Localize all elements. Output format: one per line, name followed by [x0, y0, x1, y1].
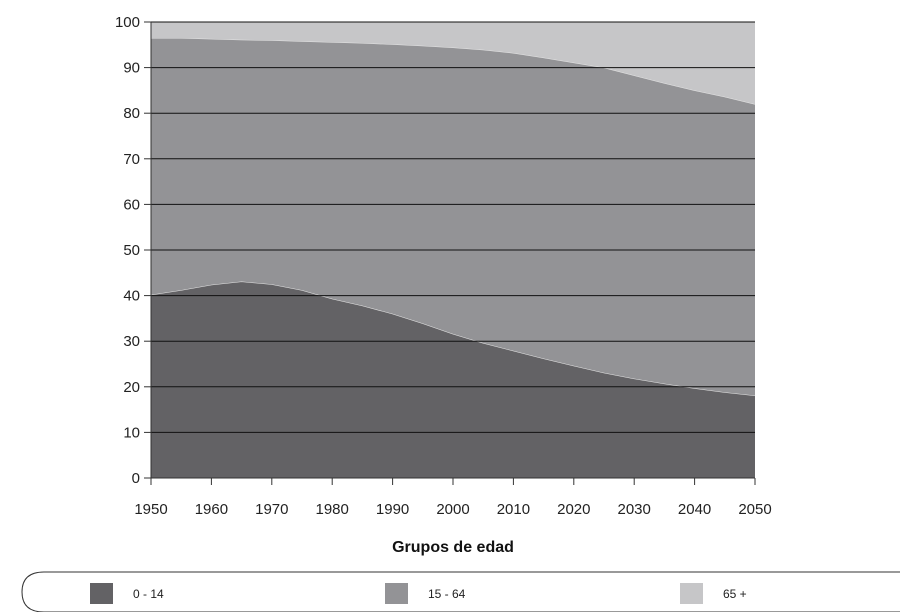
legend-label-1: 15 - 64 — [428, 587, 466, 601]
y-tick-label: 70 — [123, 151, 140, 168]
x-tick-label: 2030 — [618, 501, 651, 518]
x-tick-label: 1970 — [255, 501, 288, 518]
x-tick-label: 2050 — [738, 501, 771, 518]
legend-swatch-1 — [385, 583, 408, 604]
legend-label-2: 65 + — [723, 587, 747, 601]
legend: 0 - 14 15 - 64 65 + — [90, 583, 747, 604]
y-tick-label: 30 — [123, 333, 140, 350]
x-axis-label: Grupos de edad — [392, 539, 514, 556]
x-tick-label: 1950 — [134, 501, 167, 518]
x-tick-label: 2010 — [497, 501, 530, 518]
x-tick-label: 1980 — [316, 501, 349, 518]
x-tick-label: 2040 — [678, 501, 711, 518]
y-tick-label: 50 — [123, 242, 140, 259]
x-tick-label: 2020 — [557, 501, 590, 518]
legend-box — [21, 571, 900, 612]
y-axis-ticks: 0 10 20 30 40 50 60 70 80 90 100 — [115, 14, 151, 487]
area-series-2 — [151, 22, 755, 105]
area-series-0 — [151, 281, 755, 478]
y-tick-label: 80 — [123, 105, 140, 122]
y-tick-label: 10 — [123, 424, 140, 441]
legend-swatch-0 — [90, 583, 113, 604]
grid-lines — [151, 21, 755, 433]
y-tick-label: 90 — [123, 60, 140, 77]
y-tick-label: 100 — [115, 14, 140, 31]
area-series-1 — [151, 38, 755, 396]
x-tick-label: 1960 — [195, 501, 228, 518]
area-layer — [150, 22, 756, 478]
y-tick-label: 60 — [123, 196, 140, 213]
x-tick-label: 1990 — [376, 501, 409, 518]
legend-swatch-2 — [680, 583, 703, 604]
legend-label-0: 0 - 14 — [133, 587, 164, 601]
y-tick-label: 40 — [123, 288, 140, 305]
x-axis-ticks: 1950 1960 1970 1980 1990 2000 2010 2020 2030 2040… — [134, 478, 772, 518]
y-tick-label: 0 — [132, 470, 140, 487]
y-tick-label: 20 — [123, 379, 140, 396]
x-tick-label: 2000 — [436, 501, 469, 518]
